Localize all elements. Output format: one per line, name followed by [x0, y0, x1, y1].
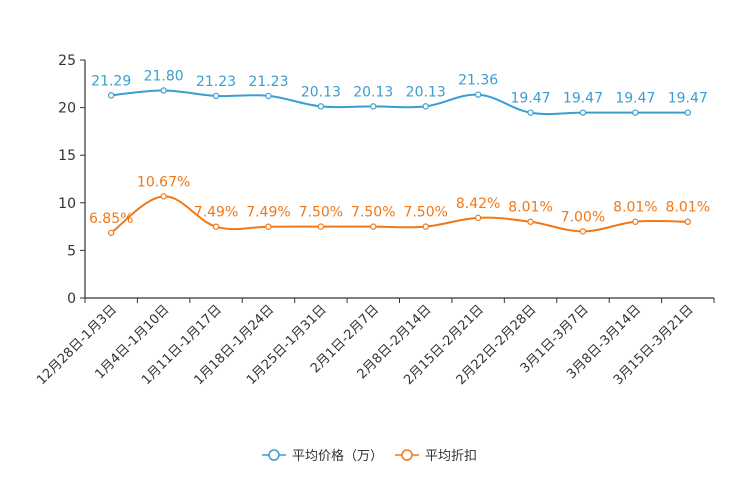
- data-label: 20.13: [353, 84, 393, 100]
- y-tick-label: 25: [58, 53, 76, 69]
- data-label: 19.47: [563, 91, 603, 107]
- data-point: [632, 109, 639, 116]
- y-tick-label: 0: [67, 291, 76, 307]
- data-point: [684, 218, 691, 225]
- data-label: 19.47: [668, 91, 708, 107]
- data-label: 20.13: [301, 84, 341, 100]
- data-point: [579, 109, 587, 116]
- data-label: 19.47: [615, 91, 655, 107]
- data-point: [160, 193, 167, 200]
- data-point: [160, 87, 167, 94]
- data-point: [474, 214, 482, 222]
- data-point: [527, 218, 534, 225]
- legend-marker-1: [268, 449, 280, 461]
- data-label: 21.23: [196, 74, 236, 90]
- data-point: [422, 103, 429, 110]
- data-label: 21.80: [144, 68, 184, 84]
- y-tick-label: 5: [67, 243, 76, 259]
- data-label: 7.49%: [194, 205, 238, 221]
- data-point: [370, 223, 377, 230]
- data-point: [527, 109, 534, 116]
- data-point: [212, 92, 220, 100]
- data-label: 19.47: [510, 91, 550, 107]
- data-point: [579, 228, 587, 235]
- data-label: 7.50%: [351, 205, 395, 221]
- data-point: [317, 223, 325, 230]
- legend-label-1: 平均价格（万）: [292, 448, 383, 464]
- data-point: [422, 223, 429, 230]
- data-label: 8.01%: [666, 200, 710, 216]
- data-label: 21.23: [248, 74, 288, 90]
- data-label: 10.67%: [137, 174, 190, 190]
- data-point: [265, 92, 272, 100]
- series-line-1: [111, 89, 688, 116]
- data-label: 7.50%: [403, 205, 447, 221]
- data-label: 21.29: [91, 73, 131, 89]
- data-point: [370, 103, 377, 110]
- data-label: 7.49%: [246, 205, 290, 221]
- data-label: 7.50%: [299, 205, 343, 221]
- y-tick-label: 15: [58, 148, 76, 164]
- data-label: 8.01%: [613, 200, 657, 216]
- data-point: [212, 223, 220, 230]
- data-point: [317, 103, 325, 110]
- data-label: 8.42%: [456, 196, 500, 212]
- data-label: 7.00%: [561, 209, 605, 225]
- y-tick-label: 20: [58, 101, 76, 117]
- data-point: [265, 223, 272, 230]
- data-label: 21.36: [458, 73, 498, 89]
- legend-label-2: 平均折扣: [425, 449, 477, 464]
- y-tick-label: 10: [58, 196, 76, 212]
- data-point: [632, 218, 639, 225]
- data-label: 8.01%: [508, 200, 552, 216]
- data-label: 20.13: [406, 84, 446, 100]
- legend-marker-2: [401, 449, 413, 461]
- data-label: 6.85%: [89, 211, 133, 227]
- data-point: [474, 91, 482, 98]
- data-point: [108, 229, 115, 236]
- data-point: [108, 92, 115, 99]
- data-point: [684, 109, 691, 116]
